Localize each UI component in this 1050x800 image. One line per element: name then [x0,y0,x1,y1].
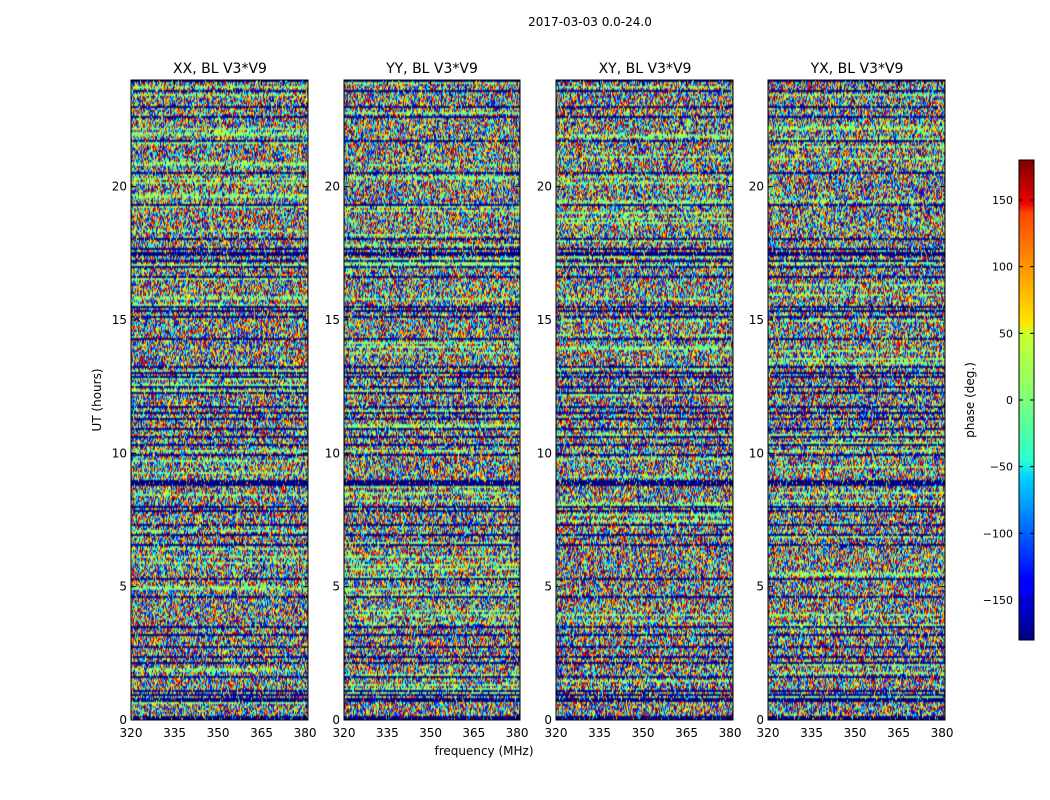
x-axis-label: frequency (MHz) [434,744,533,758]
suptitle: 2017-03-03 0.0-24.0 [528,15,652,29]
y-tick-label: 0 [544,713,552,727]
y-tick-label: 5 [756,580,764,594]
y-tick-label: 20 [749,180,764,194]
x-tick-label: 335 [588,726,611,740]
x-tick-label: 335 [163,726,186,740]
y-tick-label: 20 [537,180,552,194]
x-tick-label: 350 [419,726,442,740]
y-tick-label: 10 [537,446,552,460]
colorbar-tick-label: 50 [999,327,1013,340]
colorbar-tick-label: 100 [992,261,1013,274]
panel-title: YX, BL V3*V9 [810,61,904,77]
axis-ticks: 320 335 350 365 380 0 5 10 15 20 320 335 350 365 380 0 5… [112,80,954,740]
y-tick-label: 10 [749,446,764,460]
heatmap-image [556,80,733,720]
colorbar-tick-label: −50 [990,461,1013,474]
colorbar-tick-label: 150 [992,194,1013,207]
y-tick-label: 0 [119,713,127,727]
x-tick-label: 320 [120,726,143,740]
y-tick-label: 0 [332,713,340,727]
colorbar-tick-label: −150 [983,594,1013,607]
y-tick-label: 5 [119,580,127,594]
x-tick-label: 365 [887,726,910,740]
x-tick-label: 350 [207,726,230,740]
x-tick-label: 365 [462,726,485,740]
x-tick-label: 380 [931,726,954,740]
x-tick-label: 350 [632,726,655,740]
panel-title: XY, BL V3*V9 [599,61,692,77]
y-tick-label: 20 [112,180,127,194]
x-tick-label: 335 [376,726,399,740]
x-tick-label: 380 [719,726,742,740]
x-tick-label: 320 [757,726,780,740]
panel-frame [767,79,946,721]
x-tick-label: 320 [545,726,568,740]
panel-frame [343,79,521,721]
y-tick-label: 15 [537,313,552,327]
panel-title: XX, BL V3*V9 [173,61,267,77]
colorbar-ticks: −150 −100 −50 0 50 100 150 [983,194,1034,607]
y-axis-label: UT (hours) [90,368,104,431]
y-tick-label: 0 [756,713,764,727]
y-tick-label: 15 [112,313,127,327]
y-tick-label: 15 [325,313,340,327]
x-tick-label: 335 [800,726,823,740]
panel-frame [555,79,734,721]
y-tick-label: 20 [325,180,340,194]
panel-title: YY, BL V3*V9 [385,61,478,77]
x-tick-label: 380 [294,726,317,740]
colorbar-tick-label: 0 [1006,394,1013,407]
y-tick-label: 5 [332,580,340,594]
panel-frame [130,79,309,721]
heatmap-image [344,80,520,720]
x-tick-label: 380 [506,726,529,740]
panel-1: XX, BL V3*V9 [130,61,309,721]
panel-3: XY, BL V3*V9 [555,61,734,721]
x-tick-label: 350 [844,726,867,740]
y-tick-label: 5 [544,580,552,594]
panel-4: YX, BL V3*V9 [767,61,946,721]
heatmap-image [768,80,945,720]
y-tick-label: 10 [112,446,127,460]
colorbar: −150 −100 −50 0 50 100 150 phase (deg.) [963,159,1035,641]
panel-2: YY, BL V3*V9 [343,61,521,721]
colorbar-tick-label: −100 [983,527,1013,540]
y-tick-label: 15 [749,313,764,327]
y-tick-label: 10 [325,446,340,460]
colorbar-label: phase (deg.) [963,362,977,438]
x-tick-label: 320 [333,726,356,740]
heatmap-image [131,80,308,720]
x-tick-label: 365 [675,726,698,740]
x-tick-label: 365 [250,726,273,740]
